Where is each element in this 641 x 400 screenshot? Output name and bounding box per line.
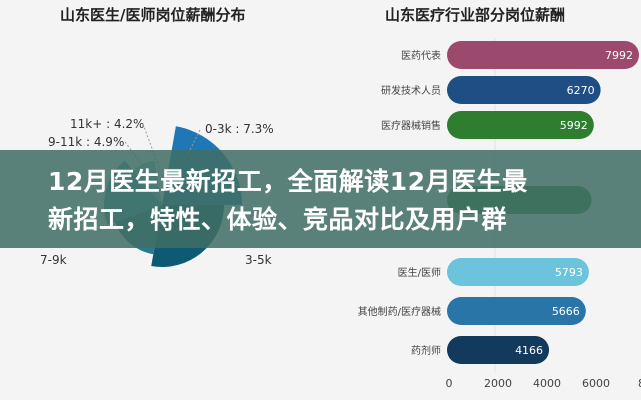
headline-line-2: 新招工，特性、体验、竞品对比及用户群 bbox=[48, 205, 508, 234]
bar-category-label: 医疗器械销售 bbox=[381, 119, 441, 132]
headline-line-1: 12月医生最新招工，全面解读12月医生最 bbox=[48, 167, 528, 196]
pie-label-7-9k: 7-9k bbox=[40, 253, 67, 267]
bar-其他制药/医疗器械 bbox=[447, 297, 586, 325]
bar-category-label: 医药代表 bbox=[401, 49, 441, 62]
pie-label-3-5k: 3-5k bbox=[245, 253, 272, 267]
headline-banner: 12月医生最新招工，全面解读12月医生最 新招工，特性、体验、竞品对比及用户群 bbox=[0, 150, 641, 248]
bar-医生/医师 bbox=[447, 258, 589, 286]
bar-category-label: 药剂师 bbox=[411, 344, 441, 357]
leader-line bbox=[184, 129, 201, 161]
bar-value-label: 5992 bbox=[560, 119, 588, 132]
bar-医药代表 bbox=[447, 41, 639, 69]
bar-研发技术人员 bbox=[447, 76, 601, 104]
bar-value-label: 7992 bbox=[605, 49, 633, 62]
bar-category-label: 其他制药/医疗器械 bbox=[358, 305, 441, 318]
x-tick-label: 80 bbox=[638, 377, 641, 390]
bar-chart-title: 山东医疗行业部分岗位薪酬 bbox=[385, 6, 566, 24]
bar-value-label: 5793 bbox=[555, 266, 583, 279]
x-tick-label: 0 bbox=[446, 377, 453, 390]
bar-value-label: 5666 bbox=[552, 305, 580, 318]
bar-药剂师 bbox=[447, 336, 550, 364]
pie-label-0-3k: 0-3k : 7.3% bbox=[205, 122, 274, 136]
pie-chart-title: 山东医生/医师岗位薪酬分布 bbox=[60, 6, 246, 24]
x-tick-label: 6000 bbox=[582, 377, 610, 390]
bar-医疗器械销售 bbox=[447, 111, 594, 139]
x-tick-label: 2000 bbox=[484, 377, 512, 390]
bar-value-label: 6270 bbox=[567, 84, 595, 97]
bar-category-label: 研发技术人员 bbox=[381, 84, 441, 97]
bar-value-label: 4166 bbox=[515, 344, 543, 357]
pie-label-11k+: 11k+ : 4.2% bbox=[70, 117, 144, 131]
x-tick-label: 4000 bbox=[533, 377, 561, 390]
bar-category-label: 医生/医师 bbox=[398, 266, 441, 279]
pie-label-9-11k: 9-11k : 4.9% bbox=[48, 135, 124, 149]
